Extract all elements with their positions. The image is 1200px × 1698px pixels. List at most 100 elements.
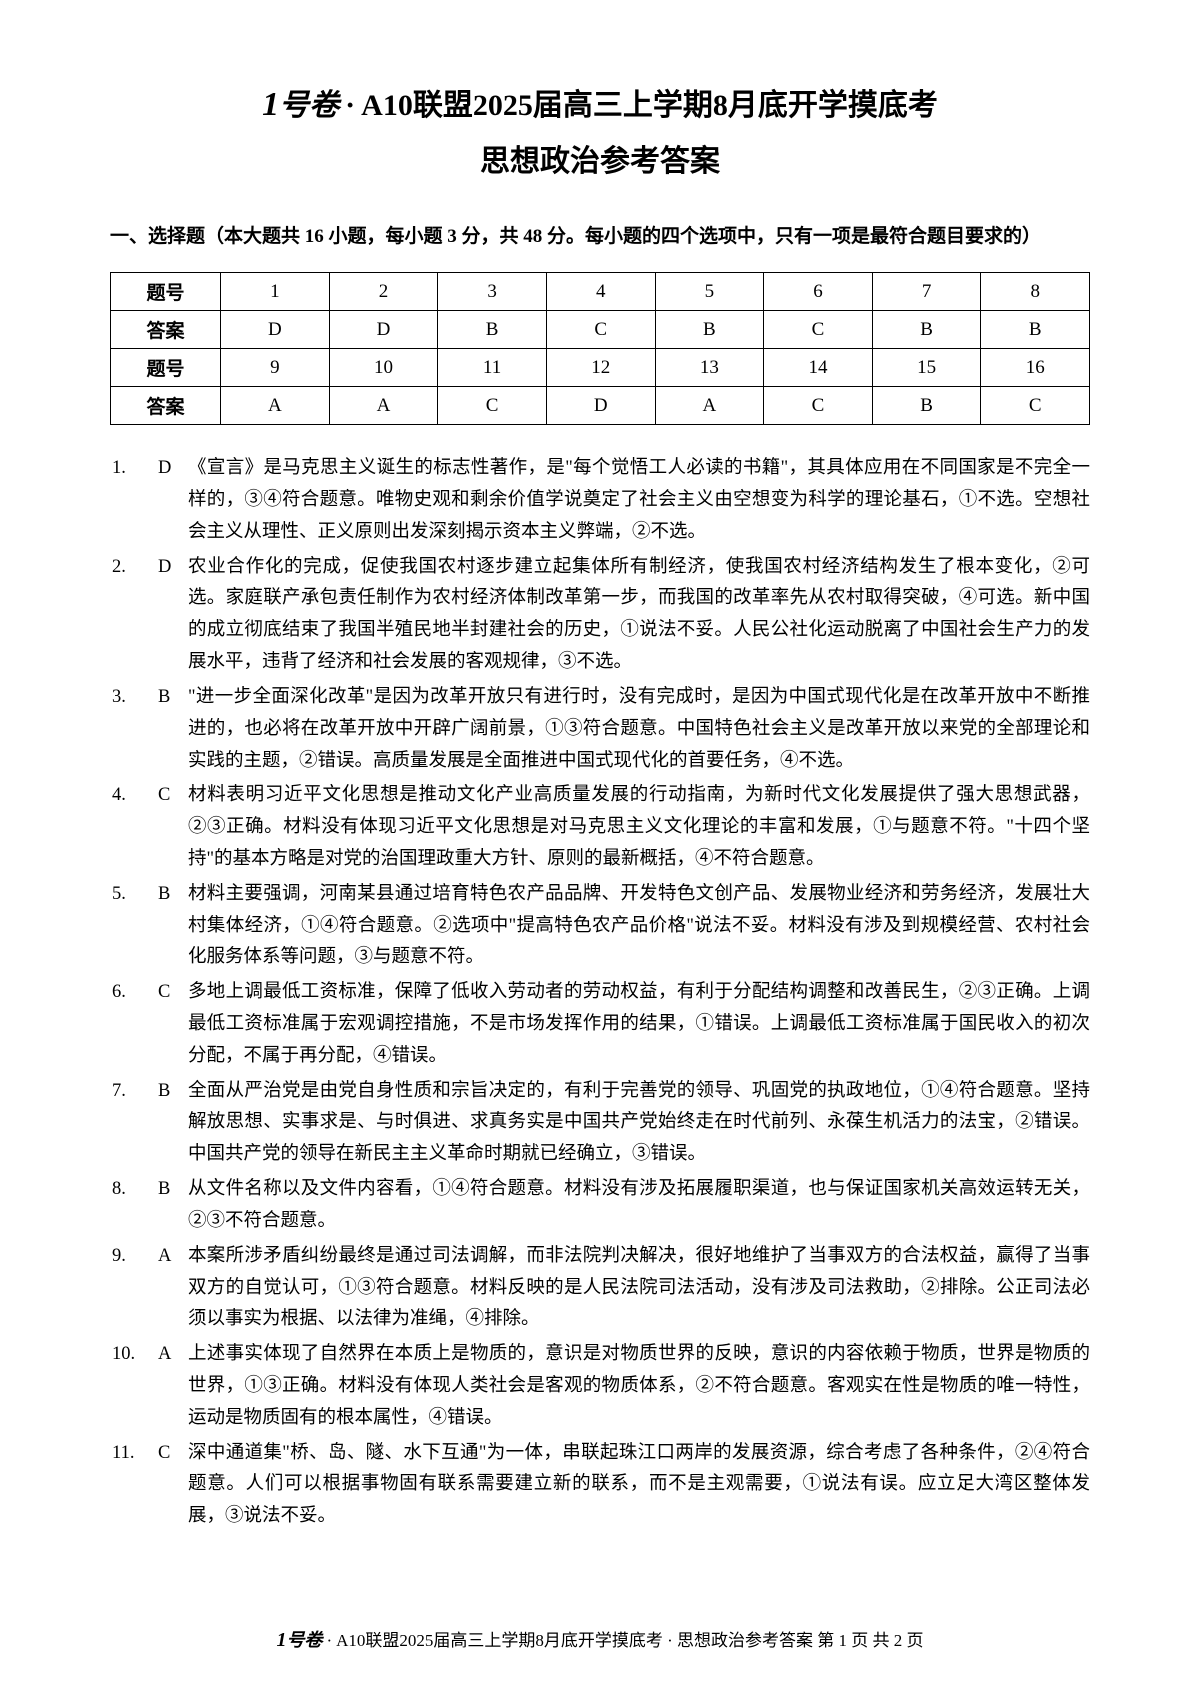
section1-heading: 一、选择题（本大题共 16 小题，每小题 3 分，共 48 分。每小题的四个选项…: [110, 220, 1090, 254]
qnum-cell: 5: [655, 273, 764, 311]
exp-letter: A: [158, 1339, 188, 1434]
ans-cell: C: [764, 311, 873, 349]
qnum-cell: 9: [221, 349, 330, 387]
explanation-item: 3. B "进一步全面深化改革"是因为改革开放只有进行时，没有完成时，是因为中国…: [110, 682, 1090, 777]
ans-cell: B: [438, 311, 547, 349]
ans-cell: B: [872, 387, 981, 425]
exp-text: 从文件名称以及文件内容看，①④符合题意。材料没有涉及拓展履职渠道，也与保证国家机…: [188, 1174, 1090, 1238]
exp-num: 8.: [110, 1174, 158, 1238]
exp-letter: B: [158, 1174, 188, 1238]
qnum-cell: 7: [872, 273, 981, 311]
ans-cell: B: [655, 311, 764, 349]
exp-num: 11.: [110, 1438, 158, 1533]
table-row: 答案 A A C D A C B C: [111, 387, 1090, 425]
explanation-item: 2. D 农业合作化的完成，促使我国农村逐步建立起集体所有制经济，使我国农村经济…: [110, 552, 1090, 679]
table-row: 答案 D D B C B C B B: [111, 311, 1090, 349]
qnum-cell: 4: [546, 273, 655, 311]
exp-letter: A: [158, 1241, 188, 1336]
footer-logo-text: 号卷: [286, 1630, 322, 1650]
exp-letter: C: [158, 780, 188, 875]
table-row: 题号 1 2 3 4 5 6 7 8: [111, 273, 1090, 311]
qnum-cell: 11: [438, 349, 547, 387]
title-main: 1号卷 · A10联盟2025届高三上学期8月底开学摸底考: [262, 80, 938, 124]
exp-num: 10.: [110, 1339, 158, 1434]
exp-num: 3.: [110, 682, 158, 777]
explanation-item: 1. D 《宣言》是马克思主义诞生的标志性著作，是"每个觉悟工人必读的书籍"，其…: [110, 453, 1090, 548]
exp-text: 《宣言》是马克思主义诞生的标志性著作，是"每个觉悟工人必读的书籍"，其具体应用在…: [188, 453, 1090, 548]
exp-text: 材料表明习近平文化思想是推动文化产业高质量发展的行动指南，为新时代文化发展提供了…: [188, 780, 1090, 875]
footer-logo-num: 1: [276, 1629, 286, 1651]
title-logo: 1号卷: [262, 80, 339, 124]
ans-cell: D: [221, 311, 330, 349]
exp-num: 6.: [110, 977, 158, 1072]
explanation-item: 9. A 本案所涉矛盾纠纷最终是通过司法调解，而非法院判决解决，很好地维护了当事…: [110, 1241, 1090, 1336]
qnum-cell: 6: [764, 273, 873, 311]
explanation-item: 4. C 材料表明习近平文化思想是推动文化产业高质量发展的行动指南，为新时代文化…: [110, 780, 1090, 875]
table-row: 题号 9 10 11 12 13 14 15 16: [111, 349, 1090, 387]
exp-letter: C: [158, 977, 188, 1072]
footer-text: A10联盟2025届高三上学期8月底开学摸底考 · 思想政治参考答案 第 1 页…: [336, 1626, 923, 1651]
qnum-cell: 2: [329, 273, 438, 311]
exp-text: 材料主要强调，河南某县通过培育特色农产品品牌、开发特色文创产品、发展物业经济和劳…: [188, 879, 1090, 974]
qnum-cell: 12: [546, 349, 655, 387]
row-label-a: 答案: [111, 387, 221, 425]
ans-cell: D: [546, 387, 655, 425]
exp-text: 本案所涉矛盾纠纷最终是通过司法调解，而非法院判决解决，很好地维护了当事双方的合法…: [188, 1241, 1090, 1336]
exp-letter: B: [158, 1076, 188, 1171]
ans-cell: A: [221, 387, 330, 425]
qnum-cell: 14: [764, 349, 873, 387]
explanation-item: 6. C 多地上调最低工资标准，保障了低收入劳动者的劳动权益，有利于分配结构调整…: [110, 977, 1090, 1072]
exp-num: 2.: [110, 552, 158, 679]
qnum-cell: 8: [981, 273, 1090, 311]
explanations: 1. D 《宣言》是马克思主义诞生的标志性著作，是"每个觉悟工人必读的书籍"，其…: [110, 453, 1090, 1533]
footer-sep: ·: [326, 1631, 332, 1651]
explanation-item: 5. B 材料主要强调，河南某县通过培育特色农产品品牌、开发特色文创产品、发展物…: [110, 879, 1090, 974]
exp-letter: B: [158, 879, 188, 974]
exp-num: 7.: [110, 1076, 158, 1171]
ans-cell: C: [438, 387, 547, 425]
qnum-cell: 15: [872, 349, 981, 387]
exp-num: 5.: [110, 879, 158, 974]
ans-cell: C: [981, 387, 1090, 425]
row-label-a: 答案: [111, 311, 221, 349]
exp-text: 上述事实体现了自然界在本质上是物质的，意识是对物质世界的反映，意识的内容依赖于物…: [188, 1339, 1090, 1434]
exp-num: 4.: [110, 780, 158, 875]
explanation-item: 7. B 全面从严治党是由党自身性质和宗旨决定的，有利于完善党的领导、巩固党的执…: [110, 1076, 1090, 1171]
footer-logo: 1号卷: [276, 1626, 322, 1652]
explanation-item: 10. A 上述事实体现了自然界在本质上是物质的，意识是对物质世界的反映，意识的…: [110, 1339, 1090, 1434]
exp-num: 9.: [110, 1241, 158, 1336]
ans-cell: C: [764, 387, 873, 425]
answer-table: 题号 1 2 3 4 5 6 7 8 答案 D D B C B C B B 题号…: [110, 272, 1090, 425]
row-label-q: 题号: [111, 273, 221, 311]
title-sub: 思想政治参考答案: [110, 136, 1090, 180]
ans-cell: A: [655, 387, 764, 425]
exp-text: "进一步全面深化改革"是因为改革开放只有进行时，没有完成时，是因为中国式现代化是…: [188, 682, 1090, 777]
exp-letter: B: [158, 682, 188, 777]
title-logo-text: 号卷: [279, 89, 339, 122]
title-separator: ·: [345, 89, 355, 123]
title-block: 1号卷 · A10联盟2025届高三上学期8月底开学摸底考 思想政治参考答案: [110, 80, 1090, 180]
title-main-text: A10联盟2025届高三上学期8月底开学摸底考: [361, 80, 938, 124]
exp-letter: D: [158, 453, 188, 548]
exp-text: 深中通道集"桥、岛、隧、水下互通"为一体，串联起珠江口两岸的发展资源，综合考虑了…: [188, 1438, 1090, 1533]
ans-cell: A: [329, 387, 438, 425]
explanation-item: 8. B 从文件名称以及文件内容看，①④符合题意。材料没有涉及拓展履职渠道，也与…: [110, 1174, 1090, 1238]
qnum-cell: 10: [329, 349, 438, 387]
explanation-item: 11. C 深中通道集"桥、岛、隧、水下互通"为一体，串联起珠江口两岸的发展资源…: [110, 1438, 1090, 1533]
title-logo-num: 1: [262, 86, 279, 123]
exp-letter: D: [158, 552, 188, 679]
row-label-q: 题号: [111, 349, 221, 387]
exp-text: 多地上调最低工资标准，保障了低收入劳动者的劳动权益，有利于分配结构调整和改善民生…: [188, 977, 1090, 1072]
qnum-cell: 3: [438, 273, 547, 311]
footer: 1号卷 · A10联盟2025届高三上学期8月底开学摸底考 · 思想政治参考答案…: [0, 1626, 1200, 1652]
exp-letter: C: [158, 1438, 188, 1533]
ans-cell: B: [981, 311, 1090, 349]
ans-cell: B: [872, 311, 981, 349]
exp-num: 1.: [110, 453, 158, 548]
qnum-cell: 16: [981, 349, 1090, 387]
ans-cell: C: [546, 311, 655, 349]
qnum-cell: 13: [655, 349, 764, 387]
exp-text: 全面从严治党是由党自身性质和宗旨决定的，有利于完善党的领导、巩固党的执政地位，①…: [188, 1076, 1090, 1171]
qnum-cell: 1: [221, 273, 330, 311]
ans-cell: D: [329, 311, 438, 349]
